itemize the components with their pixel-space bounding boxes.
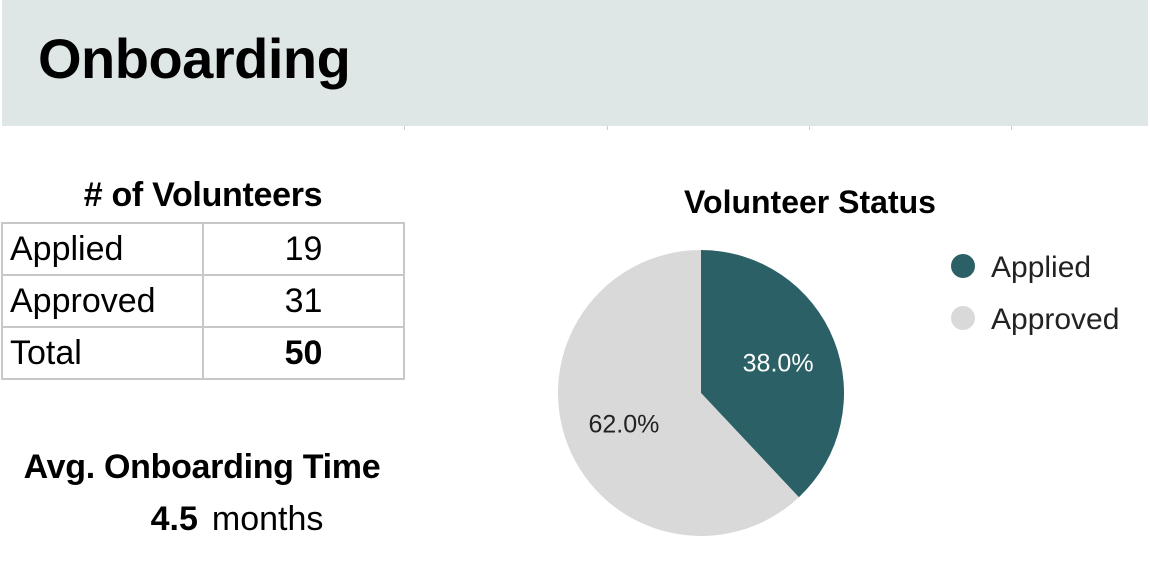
avg-onboarding-number: 4.5 bbox=[150, 500, 198, 538]
legend-marker-applied bbox=[951, 254, 975, 278]
column-divider bbox=[809, 126, 810, 130]
pie-slice-approved bbox=[558, 249, 799, 536]
page-title: Onboarding bbox=[38, 27, 351, 90]
header-band bbox=[2, 0, 1148, 126]
row-label-total: Total bbox=[1, 326, 204, 380]
row-value-applied: 19 bbox=[202, 222, 405, 276]
row-label-applied: Applied bbox=[1, 222, 204, 276]
legend-label-approved: Approved bbox=[991, 303, 1119, 336]
table-row: Total 50 bbox=[1, 326, 405, 380]
row-value-total: 50 bbox=[202, 326, 405, 380]
legend-marker-approved bbox=[951, 306, 975, 330]
column-divider bbox=[607, 126, 608, 130]
volunteers-table: Applied 19 Approved 31 Total 50 bbox=[1, 222, 405, 380]
pie-slice-applied bbox=[701, 250, 845, 498]
avg-onboarding-heading: Avg. Onboarding Time bbox=[23, 448, 381, 486]
volunteers-heading: # of Volunteers bbox=[83, 176, 323, 214]
row-label-approved: Approved bbox=[1, 274, 204, 328]
avg-onboarding-value: 4.5 months bbox=[0, 500, 474, 539]
column-divider bbox=[1011, 126, 1012, 130]
legend-label-applied: Applied bbox=[991, 251, 1091, 284]
table-row: Approved 31 bbox=[1, 274, 405, 328]
pie-label-applied: 38.0% bbox=[743, 349, 814, 377]
table-row: Applied 19 bbox=[1, 222, 405, 276]
chart-title: Volunteer Status bbox=[684, 184, 936, 220]
avg-onboarding-unit: months bbox=[211, 500, 324, 538]
pie-label-approved: 62.0% bbox=[588, 411, 659, 439]
row-value-approved: 31 bbox=[202, 274, 405, 328]
column-divider bbox=[404, 126, 405, 130]
